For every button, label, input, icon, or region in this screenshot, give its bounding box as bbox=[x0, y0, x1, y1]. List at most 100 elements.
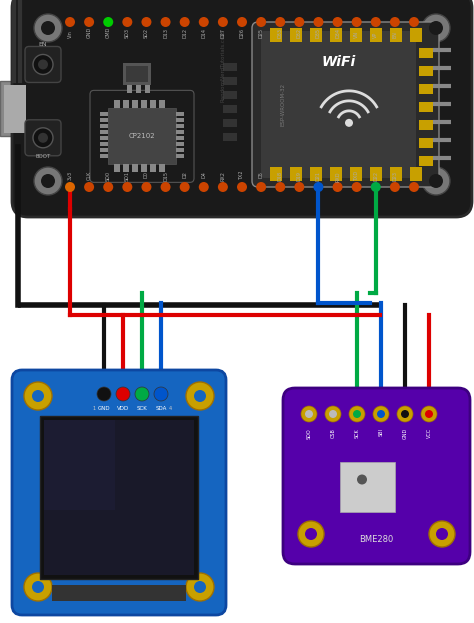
Circle shape bbox=[41, 21, 55, 35]
Text: D12: D12 bbox=[182, 28, 187, 38]
Circle shape bbox=[436, 528, 448, 540]
Text: D0: D0 bbox=[144, 171, 149, 178]
Bar bbox=[4, 85, 26, 133]
Text: GND: GND bbox=[87, 27, 91, 38]
Text: D2: D2 bbox=[182, 171, 187, 178]
Bar bbox=[176, 112, 184, 117]
Bar bbox=[340, 462, 395, 512]
Circle shape bbox=[97, 387, 111, 401]
Bar bbox=[419, 102, 433, 112]
Circle shape bbox=[199, 182, 209, 192]
Bar bbox=[159, 164, 165, 173]
Text: CSB: CSB bbox=[330, 428, 336, 438]
Bar bbox=[419, 120, 433, 130]
Circle shape bbox=[33, 54, 53, 75]
Bar bbox=[223, 133, 237, 141]
Circle shape bbox=[186, 573, 214, 601]
FancyBboxPatch shape bbox=[25, 47, 61, 82]
Circle shape bbox=[429, 174, 443, 188]
Bar bbox=[419, 66, 433, 76]
Bar bbox=[419, 138, 433, 148]
Text: D26: D26 bbox=[239, 28, 245, 38]
Bar bbox=[223, 91, 237, 99]
Circle shape bbox=[305, 528, 317, 540]
Text: D13: D13 bbox=[163, 28, 168, 38]
Circle shape bbox=[422, 14, 450, 42]
Text: D34: D34 bbox=[335, 28, 340, 38]
Bar bbox=[223, 119, 237, 127]
Text: TXD: TXD bbox=[354, 171, 359, 181]
Text: EN: EN bbox=[392, 31, 397, 38]
Bar bbox=[159, 100, 165, 108]
Circle shape bbox=[301, 406, 317, 422]
Text: SD0: SD0 bbox=[106, 171, 111, 181]
Text: D27: D27 bbox=[220, 28, 226, 38]
Circle shape bbox=[116, 387, 130, 401]
Circle shape bbox=[24, 382, 52, 410]
Circle shape bbox=[256, 182, 266, 192]
Text: VDD: VDD bbox=[117, 406, 129, 411]
Bar bbox=[370, 167, 382, 181]
Circle shape bbox=[194, 581, 206, 593]
Bar bbox=[100, 143, 108, 146]
Circle shape bbox=[218, 17, 228, 27]
Text: RX2: RX2 bbox=[220, 171, 226, 181]
Bar bbox=[410, 167, 422, 181]
Circle shape bbox=[352, 17, 362, 27]
Text: VP: VP bbox=[374, 32, 378, 38]
FancyBboxPatch shape bbox=[261, 31, 416, 178]
Circle shape bbox=[294, 17, 304, 27]
Text: Vin: Vin bbox=[67, 31, 73, 38]
Bar bbox=[44, 420, 115, 510]
Text: D23: D23 bbox=[392, 171, 397, 181]
Circle shape bbox=[154, 387, 168, 401]
Circle shape bbox=[24, 573, 52, 601]
Text: D14: D14 bbox=[201, 28, 206, 38]
Circle shape bbox=[141, 17, 152, 27]
Circle shape bbox=[161, 182, 171, 192]
Bar bbox=[419, 48, 433, 58]
Circle shape bbox=[425, 410, 433, 418]
Text: D5: D5 bbox=[259, 171, 264, 178]
Bar bbox=[310, 167, 322, 181]
Bar bbox=[176, 148, 184, 153]
Text: SD1: SD1 bbox=[125, 171, 130, 181]
Text: SD2: SD2 bbox=[144, 28, 149, 38]
Bar bbox=[390, 28, 402, 42]
Circle shape bbox=[345, 119, 353, 127]
Circle shape bbox=[180, 182, 190, 192]
Bar bbox=[44, 420, 194, 575]
Bar bbox=[310, 28, 322, 42]
Circle shape bbox=[161, 17, 171, 27]
Bar bbox=[100, 118, 108, 122]
Circle shape bbox=[429, 521, 455, 547]
Bar bbox=[52, 585, 186, 601]
Bar bbox=[290, 167, 302, 181]
Text: SCK: SCK bbox=[355, 428, 359, 438]
Circle shape bbox=[65, 17, 75, 27]
Text: SDO: SDO bbox=[307, 428, 311, 439]
Bar bbox=[223, 77, 237, 85]
Circle shape bbox=[135, 387, 149, 401]
Bar bbox=[136, 85, 141, 93]
Circle shape bbox=[218, 182, 228, 192]
Circle shape bbox=[373, 406, 389, 422]
Circle shape bbox=[237, 182, 247, 192]
Circle shape bbox=[41, 174, 55, 188]
Circle shape bbox=[421, 406, 437, 422]
Bar bbox=[176, 118, 184, 122]
Bar bbox=[330, 167, 342, 181]
Bar bbox=[176, 143, 184, 146]
Text: RXD: RXD bbox=[335, 171, 340, 181]
Text: SDA: SDA bbox=[155, 406, 167, 411]
Circle shape bbox=[180, 17, 190, 27]
Bar bbox=[410, 28, 422, 42]
FancyBboxPatch shape bbox=[12, 0, 472, 217]
Bar bbox=[145, 85, 150, 93]
Bar bbox=[370, 28, 382, 42]
Circle shape bbox=[103, 182, 113, 192]
Bar bbox=[176, 125, 184, 128]
Bar bbox=[100, 130, 108, 135]
Bar bbox=[100, 148, 108, 153]
Bar bbox=[419, 156, 433, 166]
